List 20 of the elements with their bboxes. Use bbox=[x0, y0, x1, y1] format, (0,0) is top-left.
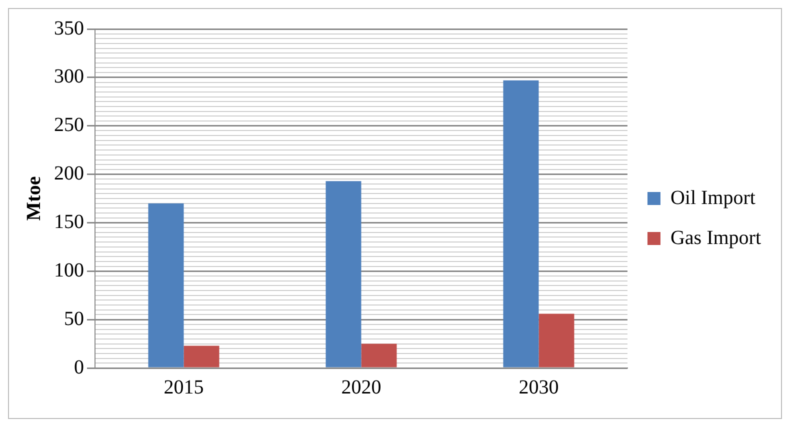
y-tick-label: 50 bbox=[64, 308, 84, 330]
y-tick-label: 100 bbox=[54, 259, 84, 282]
x-tick-label: 2020 bbox=[341, 376, 382, 398]
y-tick-label: 200 bbox=[54, 162, 84, 185]
y-tick-label: 350 bbox=[54, 17, 84, 40]
bar bbox=[148, 203, 184, 368]
bar bbox=[184, 346, 220, 368]
bar bbox=[326, 181, 362, 368]
bar bbox=[361, 344, 397, 368]
y-tick-label: 250 bbox=[54, 114, 84, 136]
x-tick-label: 2030 bbox=[518, 376, 559, 398]
y-tick-label: 300 bbox=[54, 66, 84, 88]
legend-label: Oil Import bbox=[670, 186, 756, 209]
y-tick-label: 150 bbox=[54, 210, 84, 233]
bar bbox=[538, 314, 574, 368]
y-tick-label: 0 bbox=[74, 356, 84, 378]
bar bbox=[503, 80, 539, 368]
legend-label: Gas Import bbox=[670, 226, 762, 249]
y-axis-title: Mtoe bbox=[23, 176, 46, 221]
x-tick-label: 2015 bbox=[164, 376, 204, 398]
